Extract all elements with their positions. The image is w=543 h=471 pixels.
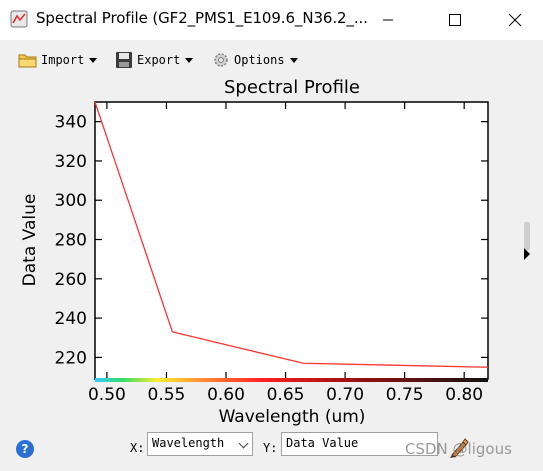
series-group [94, 101, 489, 368]
export-menu-button[interactable]: Export [114, 48, 194, 72]
y-axis-label: Data Value [20, 194, 40, 287]
chevron-down-icon [289, 57, 298, 63]
minimize-icon[interactable] [365, 0, 411, 40]
expand-panel-icon[interactable] [524, 248, 530, 260]
import-menu-button[interactable]: Import [18, 48, 98, 72]
y-tick-label: 260 [55, 270, 87, 290]
options-menu-button[interactable]: Options [211, 48, 298, 72]
x-tick-label: 0.75 [386, 385, 424, 405]
y-axis-selector-label: Y: [263, 441, 278, 455]
import-label: Import [41, 53, 85, 67]
y-tick-label: 280 [55, 231, 87, 251]
x-axis-select-value: Wavelength [152, 436, 225, 450]
x-tick-label: 0.50 [88, 385, 126, 405]
help-icon[interactable]: ? [16, 440, 34, 458]
x-tick-label: 0.70 [326, 385, 364, 405]
y-axis-select-value: Data Value [286, 436, 359, 450]
wavelength-color-band [95, 378, 488, 382]
toolbar: Import Export Options [0, 48, 520, 72]
x-axis-select[interactable]: Wavelength [147, 432, 253, 456]
x-tick-label: 0.55 [148, 385, 186, 405]
x-tick-label: 0.65 [267, 385, 305, 405]
close-icon[interactable] [492, 0, 538, 40]
y-axis-select[interactable]: Data Value [281, 432, 438, 456]
save-disk-icon [116, 52, 132, 68]
spectral-profile-chart: Spectral Profile 0.50 0.55 0.60 0.65 0.70 0.7… [20, 77, 489, 427]
title-bar: Spectral Profile (GF2_PMS1_E109.6_N36.2_… [0, 0, 543, 40]
plot-area [94, 101, 489, 380]
x-axis-selector-label: X: [130, 441, 145, 455]
options-label: Options [234, 53, 285, 67]
gear-icon [214, 53, 228, 67]
maximize-icon[interactable] [432, 0, 478, 40]
panel-splitter-grip[interactable] [524, 222, 530, 250]
chevron-down-icon [185, 57, 194, 63]
y-tick-label: 220 [55, 348, 87, 368]
folder-icon [18, 54, 37, 68]
y-tick-label: 300 [55, 191, 87, 211]
watermark-text: CSDN @ligous [405, 440, 512, 458]
x-tick-label: 0.60 [207, 385, 245, 405]
y-tick-label: 340 [55, 113, 87, 133]
y-tick-label: 240 [55, 309, 87, 329]
chevron-down-icon [238, 438, 249, 449]
x-axis-label: Wavelength (um) [219, 407, 366, 427]
plot-style-pen-icon[interactable] [448, 437, 470, 459]
x-tick-label: 0.80 [445, 385, 483, 405]
x-ticks: 0.50 0.55 0.60 0.65 0.70 0.75 0.80 [88, 102, 483, 405]
app-icon [10, 10, 28, 28]
chevron-down-icon [89, 57, 98, 63]
export-label: Export [137, 53, 181, 67]
chart-title: Spectral Profile [224, 77, 360, 98]
y-ticks: 220 240 260 280 300 320 340 [55, 113, 488, 368]
series-line [94, 101, 489, 368]
y-tick-label: 320 [55, 152, 87, 172]
window-title: Spectral Profile (GF2_PMS1_E109.6_N36.2_… [36, 9, 368, 27]
